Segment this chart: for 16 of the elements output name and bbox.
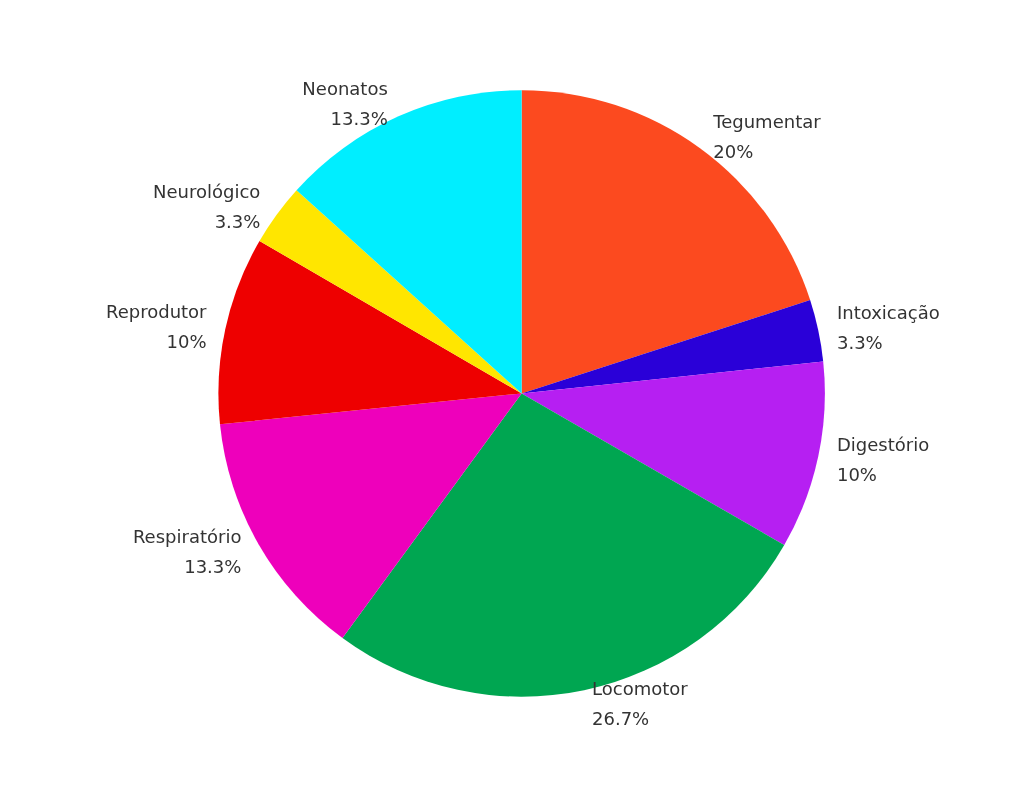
slice-label: Digestório [836,433,930,455]
slice-label: Reprodutor [105,301,208,323]
slice-label: Intoxicação [836,302,940,324]
data-label: 13.3% [184,555,242,577]
slice-label: Respiratório [132,525,242,547]
data-label: 10% [836,463,877,485]
data-label: 3.3% [836,332,883,354]
data-label: 26.7% [592,708,650,730]
data-label: 10% [166,331,207,353]
slice-label: Tegumentar [712,111,822,133]
slice-label: Neurológico [153,180,261,202]
data-label: 20% [713,141,754,163]
slice-label: Neonatos [302,78,388,100]
slice-label: Locomotor [592,678,689,700]
data-label: 3.3% [214,210,261,232]
data-label: 13.3% [330,108,388,130]
